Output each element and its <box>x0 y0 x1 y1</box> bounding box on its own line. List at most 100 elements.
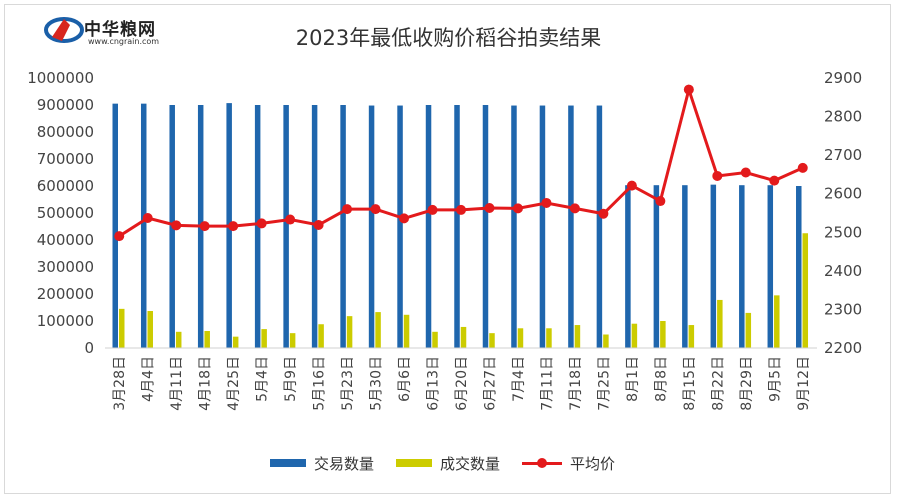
x-tick-label: 9月5日 <box>767 356 783 402</box>
bar-deal-volume <box>774 295 780 348</box>
y-left-tick-label: 0 <box>84 339 94 357</box>
x-tick-label: 8月1日 <box>625 356 641 402</box>
y-left-tick-label: 100000 <box>37 312 94 330</box>
point-avg-price <box>541 197 552 208</box>
legend-item-deal-volume: 成交数量 <box>396 453 500 474</box>
bar-deal-volume <box>660 321 666 348</box>
bar-trade-volume <box>340 105 346 348</box>
point-avg-price <box>114 231 125 242</box>
legend-label-trade-volume: 交易数量 <box>314 454 375 473</box>
bar-deal-volume <box>175 331 182 348</box>
bar-trade-volume <box>482 105 489 348</box>
bar-trade-volume <box>739 185 745 348</box>
point-avg-price <box>683 84 694 95</box>
bar-trade-volume <box>568 105 574 348</box>
point-avg-price <box>285 214 296 225</box>
point-avg-price <box>399 213 410 224</box>
bar-deal-volume <box>232 336 239 348</box>
point-avg-price <box>199 221 210 232</box>
bar-trade-volume <box>254 105 261 348</box>
x-tick-label: 5月4日 <box>255 356 271 402</box>
x-tick-label: 3月28日 <box>112 356 128 411</box>
bar-trade-volume <box>511 105 517 348</box>
bar-deal-volume <box>289 333 296 348</box>
bar-deal-volume <box>688 325 695 348</box>
x-tick-label: 8月29日 <box>739 356 755 411</box>
bar-deal-volume <box>432 331 438 348</box>
y-right-tick-label: 2900 <box>824 69 862 87</box>
bar-deal-volume <box>119 308 125 348</box>
bar-trade-volume <box>368 105 375 348</box>
legend-item-trade-volume: 交易数量 <box>270 453 374 474</box>
legend-item-avg-price: 平均价 <box>522 453 615 474</box>
bar-trade-volume <box>454 105 460 348</box>
x-tick-label: 9月12日 <box>796 356 812 411</box>
y-left-tick-label: 1000000 <box>27 69 94 87</box>
bar-trade-volume <box>140 103 147 349</box>
legend-label-avg-price: 平均价 <box>570 454 616 473</box>
y-left-tick-label: 900000 <box>37 96 94 114</box>
y-right-tick-label: 2500 <box>824 223 862 241</box>
x-tick-label: 5月30日 <box>369 356 385 411</box>
bar-deal-volume <box>546 328 552 348</box>
x-tick-label: 5月16日 <box>312 356 328 411</box>
legend-line-avg-price <box>522 458 563 468</box>
bar-deal-volume <box>517 328 524 348</box>
y-right-tick-label: 2700 <box>824 146 862 164</box>
bar-deal-volume <box>574 325 581 348</box>
bar-trade-volume <box>596 105 603 348</box>
y-right-tick-label: 2400 <box>824 262 862 280</box>
bar-deal-volume <box>375 312 381 348</box>
y-right-tick-label: 2600 <box>824 185 862 203</box>
bar-trade-volume <box>425 105 432 348</box>
bar-deal-volume <box>603 334 609 348</box>
bar-trade-volume <box>539 105 546 348</box>
y-left-tick-label: 300000 <box>37 258 94 276</box>
x-tick-label: 5月23日 <box>340 356 356 411</box>
bar-trade-volume <box>283 105 289 348</box>
logo-mark-icon <box>44 17 84 43</box>
bar-deal-volume <box>403 314 410 348</box>
x-tick-label: 6月20日 <box>454 356 470 411</box>
y-right-tick-label: 2800 <box>824 108 862 126</box>
x-tick-label: 8月22日 <box>710 356 726 411</box>
x-tick-label: 7月4日 <box>511 356 527 402</box>
y-right-tick-label: 2300 <box>824 300 862 318</box>
y-left-tick-label: 700000 <box>37 150 94 168</box>
y-left-tick-label: 400000 <box>37 231 94 249</box>
bar-trade-volume <box>796 186 802 348</box>
bar-trade-volume <box>397 105 403 348</box>
point-avg-price <box>626 180 637 191</box>
logo: 中华粮网 www.cngrain.com <box>44 13 194 53</box>
point-avg-price <box>797 162 808 173</box>
legend-swatch-trade-volume <box>270 459 306 467</box>
point-avg-price <box>484 202 495 213</box>
point-avg-price <box>655 196 666 207</box>
bar-trade-volume <box>767 185 774 348</box>
y-left-tick-label: 500000 <box>37 204 94 222</box>
bar-deal-volume <box>717 299 723 348</box>
point-avg-price <box>256 218 267 229</box>
bar-deal-volume <box>261 329 267 348</box>
bar-deal-volume <box>318 324 324 348</box>
point-avg-price <box>228 221 239 232</box>
x-tick-label: 4月18日 <box>198 356 214 411</box>
bar-deal-volume <box>147 311 153 348</box>
point-avg-price <box>512 203 523 214</box>
point-avg-price <box>456 204 466 215</box>
point-avg-price <box>313 219 324 230</box>
x-tick-label: 6月27日 <box>482 356 498 411</box>
logo-url: www.cngrain.com <box>88 37 160 46</box>
y-left-tick-label: 200000 <box>37 285 94 303</box>
x-tick-label: 6月13日 <box>426 356 442 411</box>
bar-deal-volume <box>204 330 210 348</box>
x-tick-label: 7月11日 <box>539 356 555 411</box>
bar-deal-volume <box>489 333 495 348</box>
y-right-tick-label: 2200 <box>824 339 862 357</box>
bar-trade-volume <box>653 185 660 348</box>
point-avg-price <box>171 220 182 231</box>
bar-trade-volume <box>710 184 717 348</box>
bar-trade-volume <box>625 185 631 348</box>
y-left-tick-label: 600000 <box>37 177 94 195</box>
